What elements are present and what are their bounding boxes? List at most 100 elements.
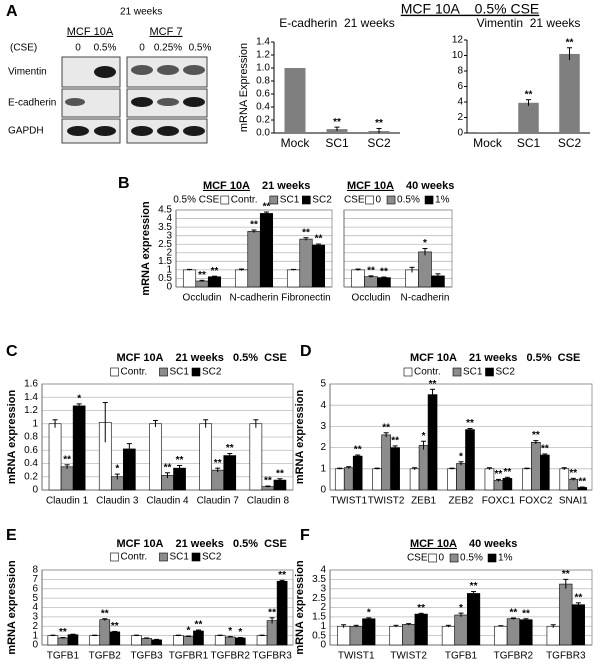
bar bbox=[173, 635, 184, 646]
legend-label: Contr. bbox=[121, 367, 148, 378]
y-tick-label: 0 bbox=[320, 640, 326, 651]
significance: ** bbox=[380, 267, 388, 278]
y-axis-label: mRNA expression bbox=[140, 201, 152, 296]
legend-label: Contr. bbox=[231, 195, 258, 206]
significance: ** bbox=[59, 627, 67, 638]
y-tick-label: 2.5 bbox=[158, 239, 172, 250]
bar bbox=[193, 630, 204, 646]
bar bbox=[454, 614, 468, 646]
legend-swatch bbox=[159, 367, 168, 377]
significance: ** bbox=[264, 476, 272, 487]
y-tick-label: 7 bbox=[32, 574, 38, 585]
significance: ** bbox=[391, 436, 399, 447]
panel-label: F bbox=[300, 527, 310, 544]
bar bbox=[47, 635, 59, 646]
legend-label: SC2 bbox=[496, 367, 516, 378]
x-tick-label: TGFBR3 bbox=[252, 651, 292, 662]
x-tick-label: TGFBR3 bbox=[546, 651, 586, 662]
y-tick-label: 0.2 bbox=[256, 115, 270, 126]
bar bbox=[141, 638, 152, 646]
legend-swatch bbox=[386, 195, 396, 205]
bar bbox=[182, 269, 197, 288]
y-tick-label: 12 bbox=[452, 35, 464, 46]
panel-label: A bbox=[6, 3, 18, 20]
bar bbox=[247, 231, 261, 288]
y-tick-label: 1.2 bbox=[24, 405, 38, 416]
bar bbox=[211, 469, 225, 491]
y-tick-label: 1 bbox=[320, 463, 326, 474]
y-axis-label: mRNA expression bbox=[294, 560, 306, 655]
row-label: GAPDH bbox=[8, 126, 44, 137]
y-tick-label: 1.5 bbox=[312, 612, 326, 623]
band bbox=[183, 65, 205, 75]
bar bbox=[493, 480, 504, 491]
chart-title: MCF 10A bbox=[410, 352, 457, 364]
legend-label: SC1 bbox=[170, 367, 190, 378]
blot-title: 21 weeks bbox=[120, 7, 162, 18]
legend-swatch bbox=[110, 552, 119, 562]
x-tick-label: TWIST2 bbox=[368, 496, 405, 507]
band bbox=[131, 97, 153, 107]
x-tick-label: ZEB2 bbox=[448, 496, 473, 507]
lane-label: 0 bbox=[139, 43, 145, 54]
significance: ** bbox=[276, 468, 284, 479]
bar bbox=[390, 447, 400, 491]
chart-title: MCF 10A bbox=[116, 538, 163, 550]
legend-label: 0.5% bbox=[460, 553, 483, 564]
lane-label: 0.5% bbox=[189, 43, 212, 54]
legend-title: CSE bbox=[344, 195, 365, 206]
bar bbox=[256, 635, 268, 646]
significance: ** bbox=[510, 608, 518, 619]
y-tick-label: 2 bbox=[32, 621, 38, 632]
significance: ** bbox=[315, 234, 323, 245]
bar bbox=[568, 479, 579, 491]
y-tick-label: 0 bbox=[457, 128, 463, 139]
bar bbox=[173, 467, 186, 491]
significance: ** bbox=[495, 469, 503, 480]
legend-label: SC1 bbox=[463, 367, 483, 378]
x-tick-label: TGFB3 bbox=[130, 651, 163, 662]
bar bbox=[352, 455, 363, 491]
bar bbox=[456, 463, 466, 491]
bar bbox=[337, 625, 351, 646]
legend-swatch bbox=[110, 367, 119, 377]
bar bbox=[506, 618, 520, 646]
y-tick-label: 4 bbox=[166, 213, 172, 224]
bar bbox=[131, 635, 142, 646]
bar bbox=[540, 454, 550, 491]
bar bbox=[123, 448, 136, 491]
y-axis-label: mRNA Expression bbox=[238, 43, 250, 132]
bar bbox=[109, 631, 121, 646]
band bbox=[183, 126, 205, 136]
significance: ** bbox=[429, 379, 437, 390]
bar bbox=[199, 423, 212, 491]
significance: ** bbox=[176, 455, 184, 466]
legend-swatch bbox=[424, 195, 434, 205]
y-tick-label: 3 bbox=[320, 421, 326, 432]
y-tick-label: 4 bbox=[320, 400, 326, 411]
band bbox=[131, 65, 153, 75]
significance: ** bbox=[470, 581, 478, 592]
x-tick-label: Claudin 4 bbox=[146, 496, 189, 507]
legend-label: Contr. bbox=[121, 552, 148, 563]
x-tick-label: TGFB1 bbox=[445, 651, 478, 662]
significance: ** bbox=[574, 592, 582, 603]
bar bbox=[214, 635, 226, 646]
band bbox=[131, 126, 153, 136]
x-tick-label: FOXC1 bbox=[482, 496, 516, 507]
bar bbox=[273, 479, 287, 491]
significance: ** bbox=[541, 444, 549, 455]
bar bbox=[234, 269, 249, 288]
chart-subtitle: 21 weeks 0.5% CSE bbox=[176, 352, 287, 364]
significance: ** bbox=[578, 477, 586, 488]
x-tick-label: N-cadherin bbox=[401, 293, 450, 304]
y-tick-label: 2.5 bbox=[312, 593, 326, 604]
y-tick-label: 4 bbox=[320, 565, 326, 576]
bar bbox=[334, 468, 345, 491]
bar bbox=[418, 251, 432, 288]
bar bbox=[249, 423, 263, 491]
bar bbox=[402, 624, 416, 646]
significance: ** bbox=[250, 220, 258, 231]
y-tick-label: 3 bbox=[320, 583, 326, 594]
